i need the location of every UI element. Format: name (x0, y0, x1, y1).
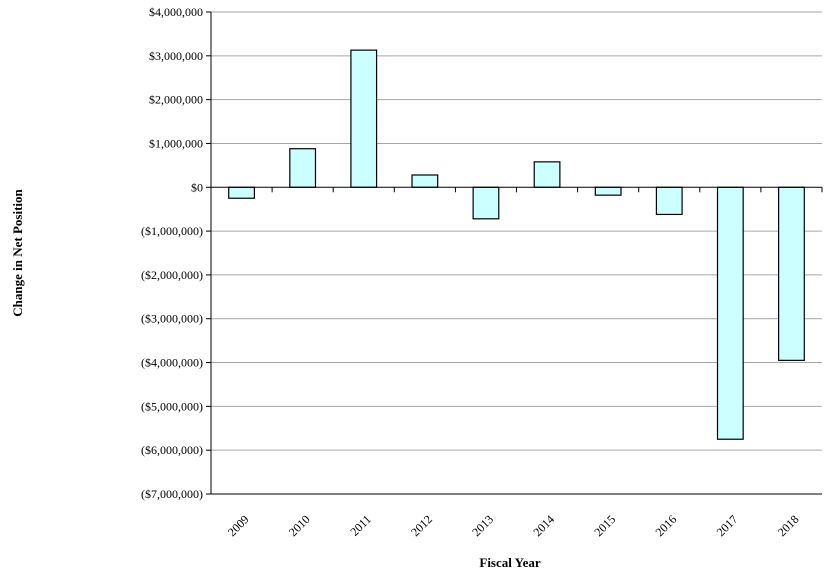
y-tick-label: ($7,000,000) (141, 487, 203, 501)
y-tick-label: ($1,000,000) (141, 224, 203, 238)
x-tick-label: 2015 (591, 512, 618, 539)
x-tick-label: 2018 (775, 512, 802, 539)
x-tick-label: 2017 (714, 512, 741, 539)
bars (228, 49, 805, 440)
y-tick-label: $3,000,000 (149, 49, 203, 63)
axes (206, 11, 823, 495)
x-tick-label: 2010 (286, 512, 313, 539)
bar-2017 (716, 186, 744, 440)
bar-2009 (228, 186, 255, 199)
bar-2012 (411, 174, 439, 188)
y-tick-label: ($5,000,000) (141, 399, 203, 413)
y-tick-label: ($2,000,000) (141, 268, 203, 282)
y-tick-label: $0 (191, 180, 203, 194)
bar-2015 (594, 186, 622, 196)
bar-2014 (533, 161, 561, 188)
y-axis-title: Change in Net Position (10, 188, 25, 316)
bar-2016 (655, 186, 683, 216)
x-tick-label: 2016 (653, 512, 680, 539)
bar-2011 (350, 49, 378, 188)
bar-2013 (472, 186, 500, 220)
x-tick-label: 2012 (408, 512, 435, 539)
y-tick-label: $1,000,000 (149, 136, 203, 150)
x-tick-labels: 2009 2010 2011 2012 2013 2014 2015 2016 2017 2018 (225, 512, 802, 539)
x-tick-label: 2014 (530, 512, 557, 539)
y-tick-label: $4,000,000 (149, 5, 203, 19)
bar-2010 (289, 148, 317, 188)
y-tick-label: ($6,000,000) (141, 443, 203, 457)
x-axis-title: Fiscal Year (479, 555, 540, 570)
x-tick-label: 2011 (347, 512, 374, 539)
y-tick-label: $2,000,000 (149, 93, 203, 107)
y-tick-label: ($3,000,000) (141, 312, 203, 326)
bar-2018 (778, 186, 805, 361)
y-tick-labels: $4,000,000 $3,000,000 $2,000,000 $1,000,000… (141, 5, 203, 501)
y-tick-label: ($4,000,000) (141, 356, 203, 370)
x-tick-label: 2009 (225, 512, 252, 539)
x-tick-label: 2013 (469, 512, 496, 539)
